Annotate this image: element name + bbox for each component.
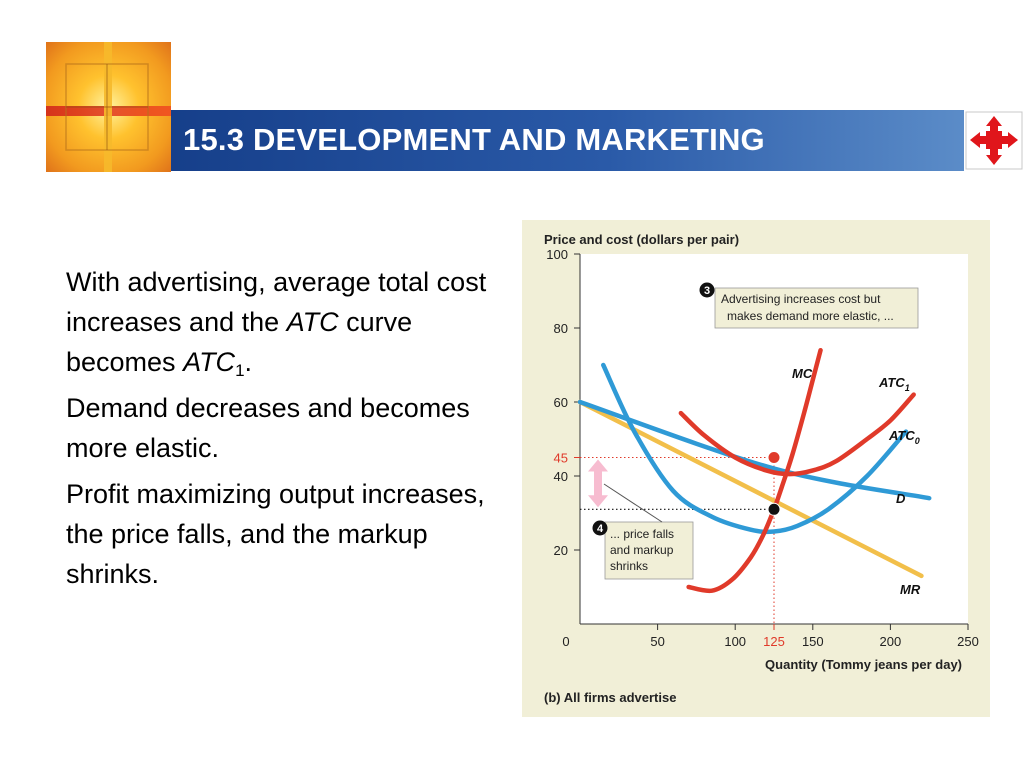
y-tick-label-45: 45 [554,451,568,466]
label-atc1: ATC1 [878,375,910,393]
paragraph-atc-part-b: curve becomes [66,307,413,377]
label-d: D [896,491,906,506]
markup-arrow-shaft [594,468,602,499]
paragraph-atc-part-a: With advertising, average total cost inc… [66,267,487,337]
label-mr: MR [900,582,921,597]
series-d [577,399,932,501]
chart-svg: Price and cost (dollars per pair) Quanti… [544,232,979,705]
x-axis-label: Quantity (Tommy jeans per day) [765,657,962,672]
label-mc: MC [792,366,813,381]
annotation-4-badge [592,520,608,536]
paragraph-profit: Profit maximizing output increases, the … [66,479,485,589]
chart-caption: (b) All firms advertise [544,690,676,705]
y-tick-label-60: 60 [554,395,568,410]
y-axis-label: Price and cost (dollars per pair) [544,232,739,247]
annotation-4: 4 ... price falls and markup shrinks [592,483,694,580]
atc-point [767,502,781,516]
annotation-3-line-1: Advertising increases cost but [721,292,881,306]
annotation-3-line-2: makes demand more elastic, ... [727,309,894,323]
label-atc1-sub: 1 [905,383,910,393]
chart-panel: Price and cost (dollars per pair) Quanti… [522,220,990,717]
y-tick-label-100: 100 [546,247,568,262]
label-atc1-main: ATC [878,375,905,390]
paragraph-demand: Demand decreases and becomes more elasti… [66,393,470,463]
series-atc1 [678,392,916,477]
annotation-4-pointer [603,483,663,523]
atc-term: ATC [286,307,339,337]
annotation-3: 3 Advertising increases cost but makes d… [699,282,919,329]
label-atc0-sub: 0 [915,436,920,446]
x-tick-label-0: 0 [562,634,569,649]
annotation-4-line-1: ... price falls [610,527,674,541]
price-point [767,451,781,464]
x-tick-label-150: 150 [802,634,824,649]
markup-arrow-head-up [588,459,608,472]
y-tick-label-80: 80 [554,321,568,336]
atc1-term: ATC [183,347,236,377]
body-text: With advertising, average total cost inc… [66,262,496,600]
y-tick-label-40: 40 [554,469,568,484]
markup-arrow-head-down [588,495,608,508]
label-atc0: ATC0 [888,428,920,446]
markers [767,451,781,516]
slide-title: 15.3 DEVELOPMENT AND MARKETING [183,122,765,157]
x-tick-label-50: 50 [650,634,664,649]
navigation-arrows-icon[interactable] [964,110,1024,171]
series-mr [577,399,924,579]
x-tick-label-125: 125 [763,634,785,649]
title-bar: 15.3 DEVELOPMENT AND MARKETING [171,110,964,171]
annotation-4-line-3: shrinks [610,559,648,573]
paragraph-atc: With advertising, average total cost inc… [66,262,496,382]
annotation-4-line-2: and markup [610,543,674,557]
x-tick-label-200: 200 [880,634,902,649]
x-tick-label-250: 250 [957,634,979,649]
series-atc0 [601,362,909,535]
annotation-3-number: 3 [704,285,710,297]
x-tick-label-100: 100 [724,634,746,649]
atc1-subscript: 1 [235,361,245,380]
cross-window-logo-icon [46,42,171,172]
y-tick-label-20: 20 [554,543,568,558]
paragraph-atc-end: . [244,347,253,377]
annotation-4-number: 4 [597,523,604,535]
annotation-3-badge [699,282,715,298]
label-atc0-main: ATC [888,428,915,443]
